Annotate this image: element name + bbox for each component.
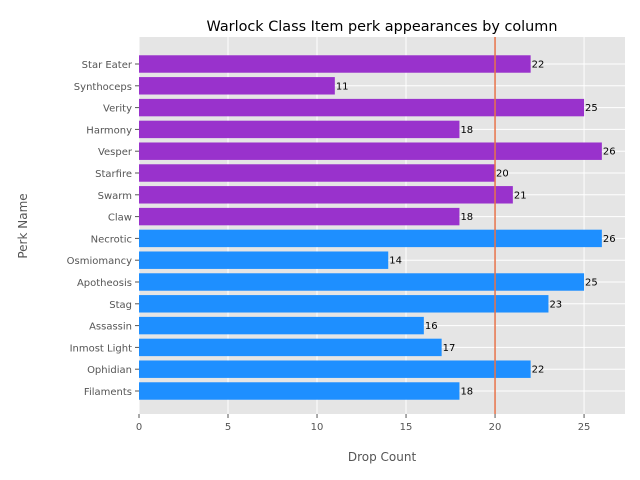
data-label: 25 (585, 278, 598, 289)
bar (139, 316, 424, 335)
y-tick-label: Harmony (86, 125, 132, 136)
bar (139, 229, 602, 248)
x-axis-label: Drop Count (348, 450, 417, 464)
data-label: 26 (603, 147, 616, 158)
bar (139, 338, 442, 357)
data-label: 16 (425, 321, 438, 332)
bar (139, 251, 389, 269)
data-labels: 18 22 17 16 23 25 14 26 18 21 20 26 18 25 11 22 (336, 60, 616, 398)
bar (139, 98, 585, 117)
chart-title: Warlock Class Item perk appearances by c… (207, 19, 558, 35)
data-label: 25 (585, 103, 598, 114)
data-label: 21 (514, 190, 527, 201)
x-tick-label: 20 (489, 422, 502, 433)
data-label: 23 (549, 299, 562, 310)
data-label: 20 (496, 169, 509, 180)
y-tick-label: Filaments (84, 387, 132, 398)
y-tick-label: Apotheosis (77, 278, 132, 289)
bar (139, 142, 602, 160)
data-label: 17 (443, 343, 456, 354)
bar (139, 186, 513, 204)
y-tick-label: Synthoceps (74, 82, 132, 93)
y-tick-label: Vesper (98, 147, 133, 158)
y-axis-label: Perk Name (16, 193, 30, 258)
data-label: 18 (460, 212, 473, 223)
y-tick-label: Ophidian (87, 365, 132, 376)
data-label: 14 (389, 256, 402, 267)
y-tick-label: Osmiomancy (67, 256, 132, 267)
bar (139, 295, 549, 313)
x-tick-label: 0 (136, 422, 142, 433)
y-tick-label: Inmost Light (70, 343, 132, 354)
y-tick-label: Starfire (95, 169, 132, 180)
y-tick-label: Necrotic (91, 234, 132, 245)
x-tick-label: 10 (311, 422, 324, 433)
data-label: 11 (336, 81, 349, 92)
bars (139, 55, 602, 400)
y-tick-label: Swarm (98, 191, 132, 202)
bar (139, 77, 335, 95)
y-axis-ticks: Filaments Ophidian Inmost Light Assassin Sta… (67, 60, 139, 398)
y-tick-label: Stag (109, 300, 132, 311)
x-tick-label: 25 (578, 422, 591, 433)
x-tick-label: 5 (225, 422, 231, 433)
y-tick-label: Verity (103, 104, 132, 115)
y-tick-label: Assassin (89, 322, 132, 333)
data-label: 22 (532, 60, 545, 71)
bar (139, 360, 531, 378)
x-axis-ticks: 0 5 10 15 20 25 (136, 414, 591, 433)
bar (139, 120, 460, 139)
y-tick-label: Star Eater (82, 60, 133, 71)
bar (139, 207, 460, 226)
bar (139, 55, 531, 73)
data-label: 18 (460, 387, 473, 398)
y-tick-label: Claw (108, 213, 132, 224)
bar (139, 273, 585, 291)
bar (139, 164, 496, 182)
data-label: 26 (603, 234, 616, 245)
x-tick-label: 15 (400, 422, 413, 433)
bar (139, 382, 460, 400)
data-label: 22 (532, 365, 545, 376)
data-label: 18 (460, 125, 473, 136)
